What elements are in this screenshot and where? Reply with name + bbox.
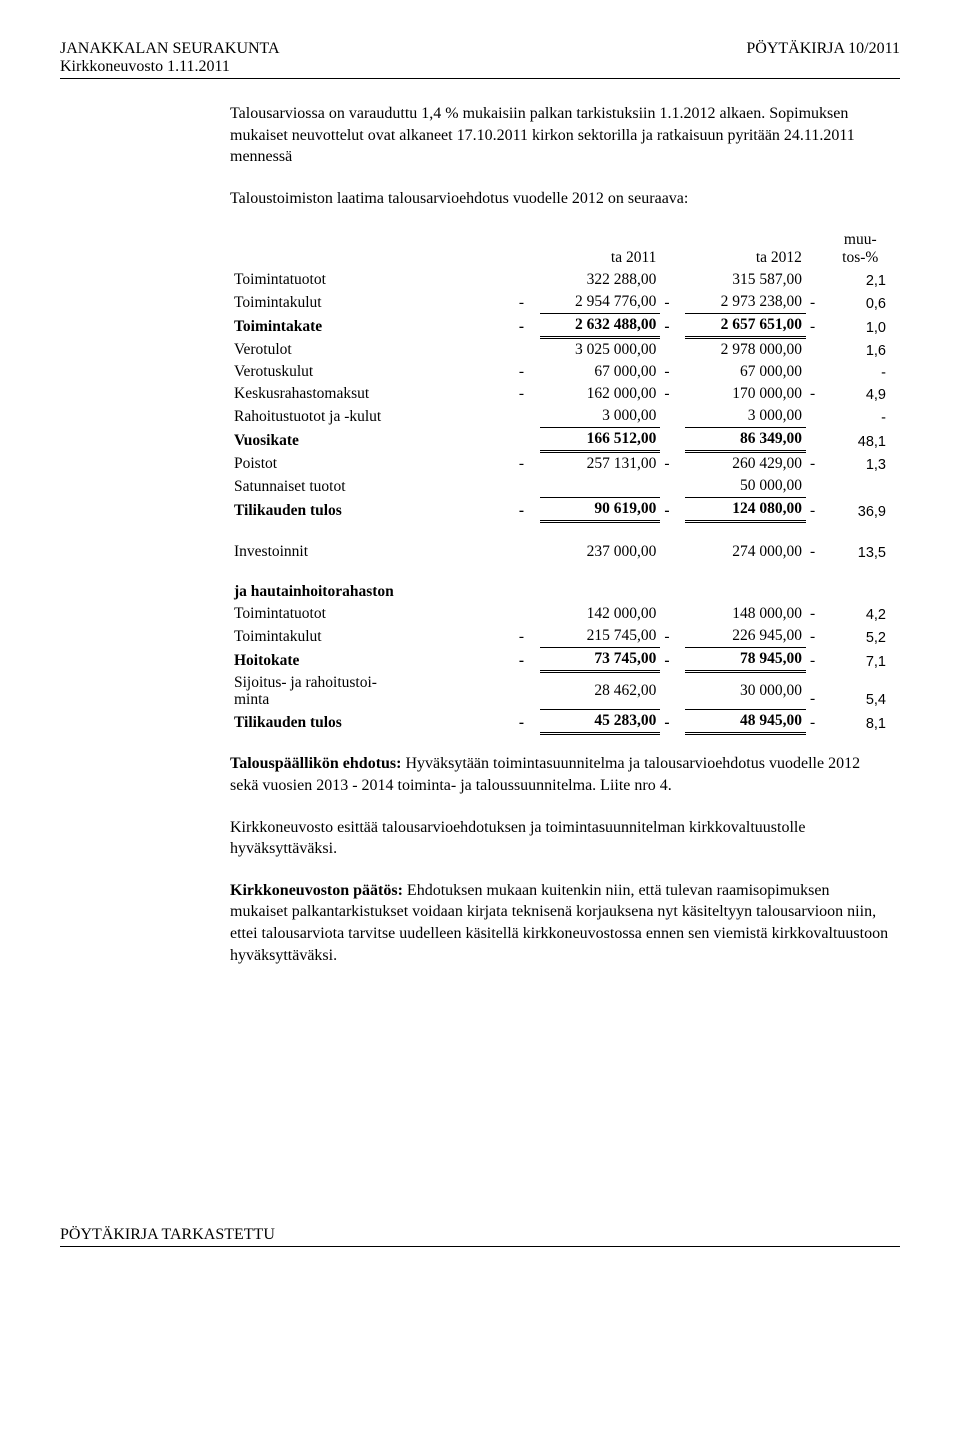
table-row: Sijoitus- ja rahoitustoi- minta 28 462,0… — [230, 672, 890, 678]
header-doc: PÖYTÄKIRJA 10/2011 — [746, 40, 900, 76]
table-row: Poistot - 257 131,00 - 260 429,00 - 1,3 — [230, 452, 890, 476]
page-header: JANAKKALAN SEURAKUNTA Kirkkoneuvosto 1.1… — [60, 40, 900, 76]
header-rule — [60, 78, 900, 79]
page-footer: PÖYTÄKIRJA TARKASTETTU — [60, 1226, 900, 1247]
table-row: Satunnaiset tuotot 50 000,00 — [230, 475, 890, 498]
header-sub: Kirkkoneuvosto 1.11.2011 — [60, 58, 280, 76]
table-row: Tilikauden tulos - 45 283,00 - 48 945,00… — [230, 710, 890, 734]
proposal-para: Talouspäällikön ehdotus: Hyväksytään toi… — [230, 753, 890, 796]
table-row: Toimintakate - 2 632 488,00 - 2 657 651,… — [230, 314, 890, 338]
table-section-head: ja hautainhoitorahaston — [230, 581, 890, 603]
intro-para-1: Talousarviossa on varauduttu 1,4 % mukai… — [230, 103, 890, 168]
col-head-3b: tos-% — [842, 249, 878, 266]
table-row: Investoinnit 237 000,00 274 000,00 - 13,… — [230, 541, 890, 563]
table-row: Toimintakulut - 2 954 776,00 - 2 973 238… — [230, 291, 890, 314]
table-spacer — [230, 563, 890, 581]
table-row: Verotuskulut - 67 000,00 - 67 000,00 - — [230, 361, 890, 383]
table-spacer — [230, 522, 890, 542]
decision-lead: Kirkkoneuvoston päätös: — [230, 882, 403, 899]
decision-para: Kirkkoneuvoston päätös: Ehdotuksen mukaa… — [230, 880, 890, 966]
col-head-3a: muu- — [844, 231, 877, 248]
budget-table: ta 2011 ta 2012 muu- tos-% Toimintatuoto… — [230, 229, 890, 735]
intro-para-2: Taloustoimiston laatima talousarvioehdot… — [230, 188, 890, 210]
table-row: Toimintatuotot 142 000,00 148 000,00 - 4… — [230, 603, 890, 625]
table-row: Keskusrahastomaksut - 162 000,00 - 170 0… — [230, 383, 890, 405]
footer-rule — [60, 1246, 900, 1247]
col-head-2: ta 2012 — [685, 229, 806, 269]
footer-text: PÖYTÄKIRJA TARKASTETTU — [60, 1226, 275, 1243]
table-row: Verotulot 3 025 000,00 2 978 000,00 1,6 — [230, 338, 890, 362]
table-row: Toimintatuotot 322 288,00 315 587,00 2,1 — [230, 269, 890, 291]
proposal-lead: Talouspäällikön ehdotus: — [230, 755, 401, 772]
table-row: Hoitokate - 73 745,00 - 78 945,00 - 7,1 — [230, 648, 890, 672]
table-row: Vuosikate 166 512,00 86 349,00 48,1 — [230, 428, 890, 452]
table-header-row: ta 2011 ta 2012 muu- tos-% — [230, 229, 890, 269]
para-3: Kirkkoneuvosto esittää talousarvioehdotu… — [230, 817, 890, 860]
col-head-1: ta 2011 — [540, 229, 661, 269]
table-row: Tilikauden tulos - 90 619,00 - 124 080,0… — [230, 498, 890, 522]
table-row: Rahoitustuotot ja -kulut 3 000,00 3 000,… — [230, 405, 890, 428]
header-org: JANAKKALAN SEURAKUNTA — [60, 40, 280, 58]
table-row: Toimintakulut - 215 745,00 - 226 945,00 … — [230, 625, 890, 648]
